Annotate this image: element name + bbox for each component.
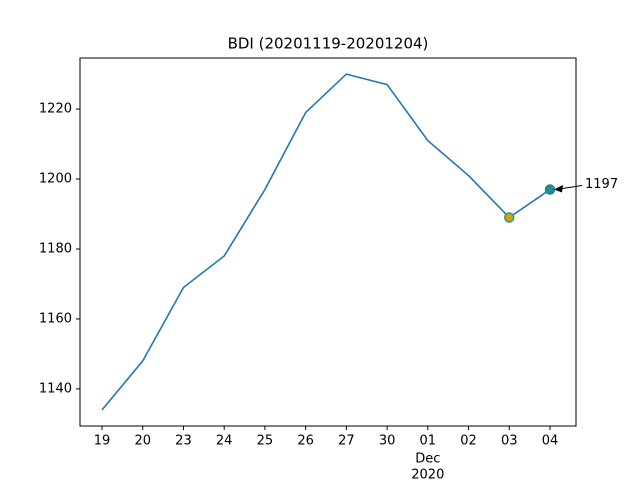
- y-tick-label: 1220: [39, 102, 72, 117]
- plot-frame: [79, 57, 577, 427]
- x-tick-label: 04: [542, 434, 559, 449]
- x-tick-label: 19: [94, 434, 111, 449]
- x-tick-label: 24: [216, 434, 233, 449]
- line: [101, 73, 551, 411]
- x-tick-label: 25: [257, 434, 274, 449]
- x-tick-label: 02: [460, 434, 477, 449]
- y-tick-label: 1180: [39, 241, 72, 256]
- y-tick-label: 1160: [39, 311, 72, 326]
- x-tick-label: 30: [379, 434, 396, 449]
- point: [504, 212, 515, 223]
- y-tick-label: 1140: [39, 381, 72, 396]
- annotation-label: 1197: [585, 177, 618, 192]
- point: [544, 184, 556, 195]
- x-tick-label: 03: [501, 434, 518, 449]
- x-tick-label: 23: [175, 434, 192, 449]
- x-sublabel: Dec: [415, 452, 440, 467]
- x-tick-label: 26: [297, 434, 314, 449]
- annotation-arrowhead: [553, 185, 563, 193]
- x-sublabel: 2020: [411, 468, 444, 480]
- y-tick-label: 1200: [39, 172, 72, 187]
- chart-title: BDI (20201119-20201204): [228, 35, 429, 53]
- x-tick-label: 01: [420, 434, 437, 449]
- x-tick-label: 27: [338, 434, 355, 449]
- x-tick-label: 20: [134, 434, 151, 449]
